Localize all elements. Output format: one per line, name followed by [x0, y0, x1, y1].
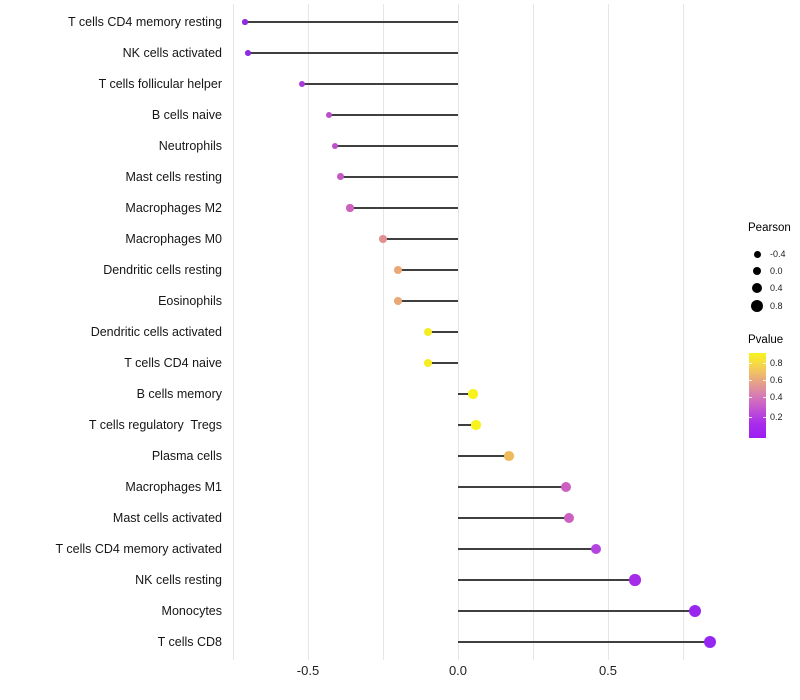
data-point-dot — [325, 111, 333, 119]
data-point-dot — [331, 142, 339, 150]
lollipop-stem — [341, 176, 458, 178]
lollipop-stem — [458, 455, 509, 457]
lollipop-stem — [428, 362, 458, 364]
legend-pearson-title: Pearson — [748, 222, 791, 234]
data-point-dot — [590, 543, 602, 555]
data-point-dot — [394, 266, 402, 274]
lollipop-stem — [428, 331, 458, 333]
legend-pvalue-tick — [763, 380, 766, 381]
lollipop-stem — [335, 145, 458, 147]
y-axis-label: T cells CD8 — [157, 635, 222, 649]
data-point-dot — [242, 19, 248, 25]
y-axis-label: NK cells activated — [122, 46, 222, 60]
legend-pvalue-label: 0.8 — [770, 358, 783, 368]
legend-pearson-dot — [752, 266, 762, 276]
lollipop-stem — [302, 83, 458, 85]
legend-pvalue-tick — [749, 417, 752, 418]
lollipop-stem — [398, 269, 458, 271]
legend-pvalue-tick — [763, 417, 766, 418]
legend-pvalue-tick — [763, 397, 766, 398]
data-point-dot — [468, 389, 478, 399]
y-axis-label: Macrophages M2 — [125, 201, 222, 215]
legend-pvalue-tick — [749, 397, 752, 398]
legend-pvalue-colorbar — [749, 353, 766, 438]
y-axis-label: Macrophages M0 — [125, 232, 222, 246]
legend-pvalue-tick — [749, 380, 752, 381]
x-gridline — [683, 4, 684, 660]
legend-pearson-dot — [751, 282, 763, 294]
data-point-dot — [560, 481, 572, 493]
lollipop-stem — [458, 486, 566, 488]
legend-pvalue-label: 0.2 — [770, 412, 783, 422]
y-axis-label: Plasma cells — [151, 449, 222, 463]
legend-pearson-dot — [753, 250, 761, 258]
y-axis-label: Mast cells activated — [112, 511, 222, 525]
x-tick-label: 0.0 — [448, 663, 468, 678]
y-axis-label: B cells naive — [151, 108, 222, 122]
legend-pvalue-label: 0.4 — [770, 392, 783, 402]
legend-pvalue-tick — [763, 363, 766, 364]
data-point-dot — [379, 235, 387, 243]
y-axis-label: T cells regulatory Tregs — [88, 418, 222, 432]
lollipop-stem — [383, 238, 458, 240]
data-point-dot — [423, 358, 433, 368]
data-point-dot — [394, 297, 402, 305]
lollipop-stem — [458, 641, 710, 643]
data-point-dot — [703, 635, 717, 649]
x-gridline — [608, 4, 609, 660]
lollipop-stem — [329, 114, 458, 116]
y-axis-label: Eosinophils — [158, 294, 222, 308]
y-axis-label: Mast cells resting — [125, 170, 222, 184]
y-axis-label: Monocytes — [161, 604, 222, 618]
data-point-dot — [471, 420, 481, 430]
lollipop-stem — [350, 207, 458, 209]
data-point-dot — [346, 204, 354, 212]
legend-pvalue-label: 0.6 — [770, 375, 783, 385]
legend-pearson-label: -0.4 — [770, 249, 786, 259]
x-gridline — [533, 4, 534, 660]
x-gridline — [233, 4, 234, 660]
x-tick-label: -0.5 — [296, 663, 320, 678]
lollipop-stem — [248, 52, 458, 54]
y-axis-label: T cells follicular helper — [98, 77, 222, 91]
x-gridline — [458, 4, 459, 660]
x-gridline — [308, 4, 309, 660]
legend-pvalue-tick — [749, 363, 752, 364]
data-point-dot — [337, 173, 345, 181]
lollipop-stem — [458, 424, 476, 426]
legend-pearson-dot — [751, 300, 763, 312]
legend-pearson-label: 0.8 — [770, 301, 783, 311]
lollipop-stem — [458, 579, 635, 581]
lollipop-stem — [458, 548, 596, 550]
legend-pearson-label: 0.4 — [770, 283, 783, 293]
data-point-dot — [245, 50, 251, 56]
data-point-dot — [688, 604, 702, 618]
x-gridline — [383, 4, 384, 660]
y-axis-label: Dendritic cells resting — [103, 263, 222, 277]
y-axis-label: Neutrophils — [158, 139, 222, 153]
lollipop-stem — [398, 300, 458, 302]
y-axis-label: T cells CD4 memory resting — [68, 15, 222, 29]
lollipop-stem — [458, 393, 473, 395]
y-axis-label: NK cells resting — [135, 573, 222, 587]
data-point-dot — [423, 327, 433, 337]
legend-pearson-label: 0.0 — [770, 266, 783, 276]
y-axis-label: B cells memory — [136, 387, 222, 401]
data-point-dot — [504, 451, 514, 461]
data-point-dot — [563, 512, 575, 524]
y-axis-label: Macrophages M1 — [125, 480, 222, 494]
y-axis-label: T cells CD4 naive — [124, 356, 222, 370]
data-point-dot — [298, 80, 306, 88]
lollipop-stem — [458, 610, 695, 612]
lollipop-stem — [458, 517, 569, 519]
y-axis-label: T cells CD4 memory activated — [55, 542, 223, 556]
lollipop-stem — [245, 21, 458, 23]
x-tick-label: 0.5 — [598, 663, 618, 678]
legend-pvalue-title: Pvalue — [748, 334, 784, 346]
y-axis-label: Dendritic cells activated — [90, 325, 222, 339]
data-point-dot — [629, 574, 641, 586]
